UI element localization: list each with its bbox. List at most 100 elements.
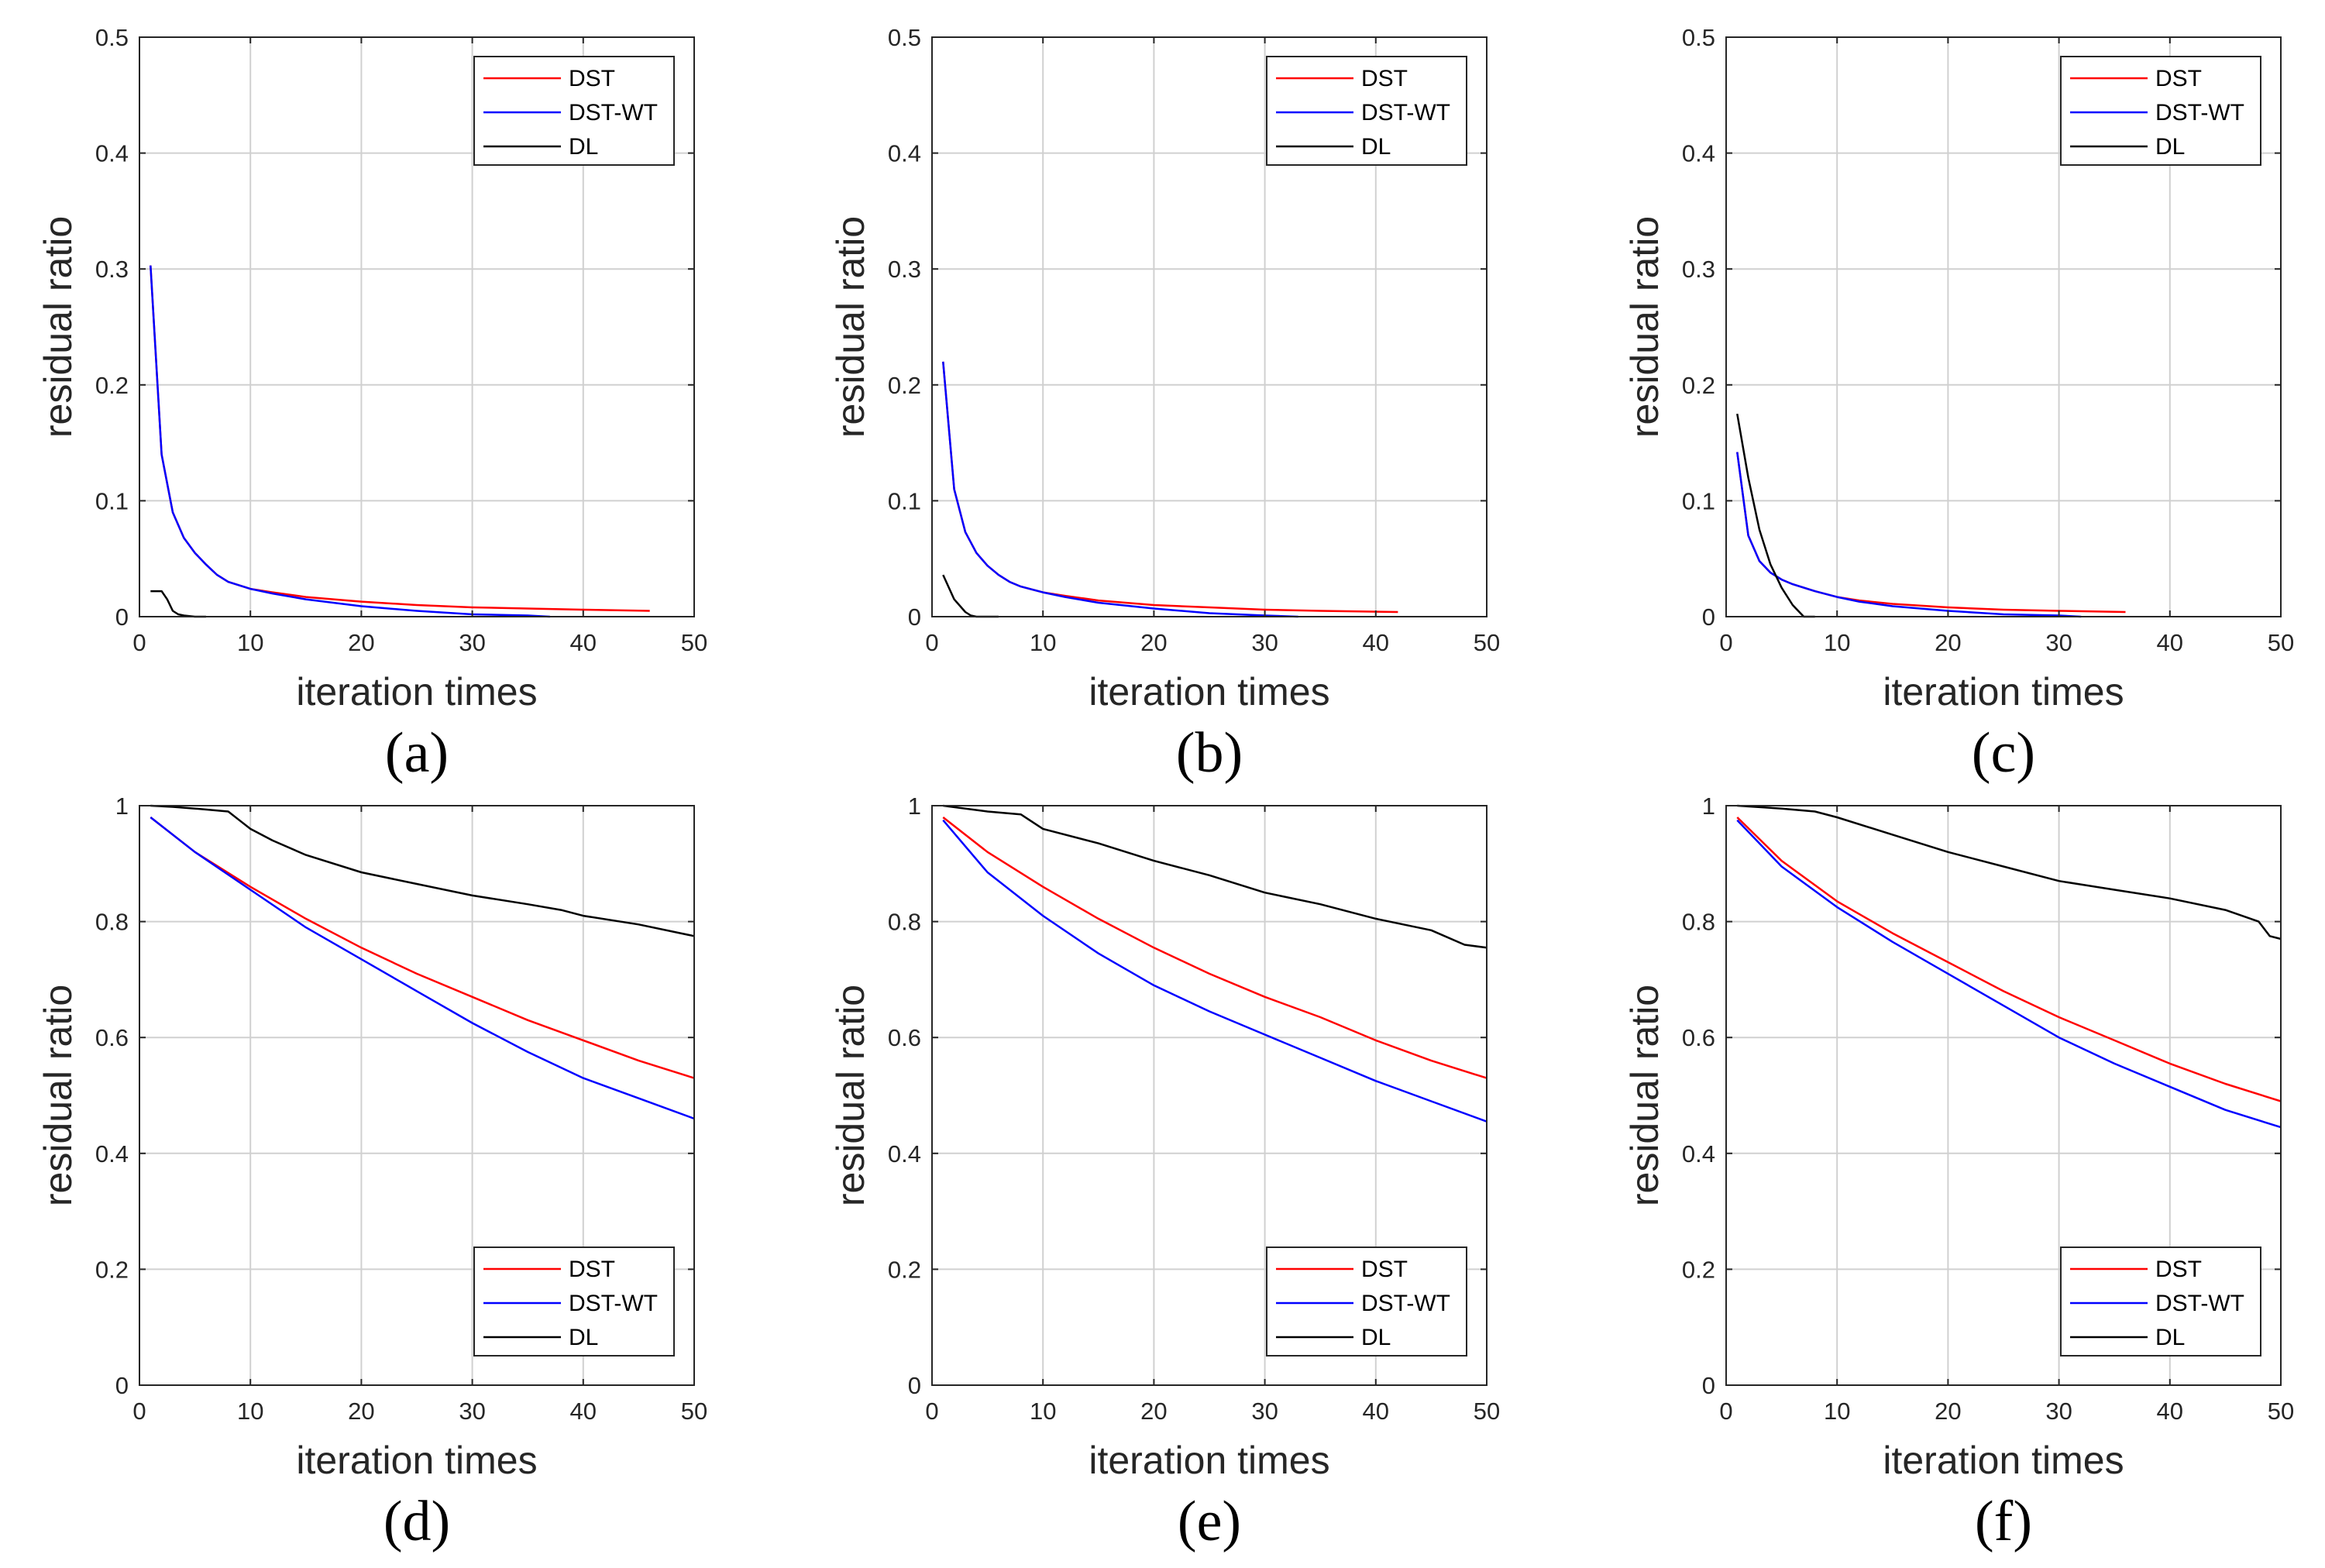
- series-line-dst-wt: [150, 265, 550, 618]
- y-axis-label: residual ratio: [829, 216, 872, 438]
- series-line-dst-wt: [1736, 819, 2282, 1129]
- x-tick-label: 10: [1824, 629, 1850, 656]
- x-tick-label: 30: [1251, 1398, 1278, 1425]
- series-line-dl: [150, 804, 695, 937]
- panel-caption: (b): [1176, 721, 1243, 785]
- panel-caption: (f): [1975, 1490, 2032, 1553]
- y-axis-label: residual ratio: [1623, 985, 1666, 1206]
- series-line-dst-wt: [942, 361, 1298, 618]
- y-tick-label: 0.1: [95, 487, 129, 514]
- x-tick-label: 0: [925, 1398, 938, 1425]
- legend: DST DST-WT DL: [1266, 1246, 1467, 1357]
- legend-label: DST-WT: [1361, 100, 1450, 126]
- chart-panel-a: 0 10 20 30 40 50 0 0.1 0.2 0.3 0.4 0.5 iteration tim…: [36, 24, 707, 785]
- x-tick-label: 20: [348, 1398, 374, 1425]
- panel-caption: (d): [383, 1490, 450, 1553]
- x-tick-label: 0: [1719, 629, 1732, 656]
- x-axis-label: iteration times: [1089, 670, 1329, 714]
- x-tick-label: 20: [1935, 629, 1961, 656]
- y-tick-label: 0.5: [888, 24, 921, 51]
- chart-panel-c: 0 10 20 30 40 50 0 0.1 0.2 0.3 0.4 0.5 iteration tim…: [1623, 24, 2294, 785]
- x-tick-label: 50: [1474, 1398, 1500, 1425]
- y-tick-label: 0.4: [95, 1140, 129, 1167]
- y-tick-label: 0: [1702, 1372, 1715, 1399]
- legend-label: DST: [569, 1257, 615, 1282]
- legend-label: DL: [569, 1325, 598, 1350]
- x-tick-label: 50: [1474, 629, 1500, 656]
- x-tick-label: 20: [1935, 1398, 1961, 1425]
- y-tick-label: 0: [1702, 603, 1715, 631]
- legend-label: DST-WT: [569, 1291, 658, 1316]
- x-tick-label: 40: [2157, 1398, 2183, 1425]
- y-tick-label: 1: [115, 793, 129, 820]
- x-tick-label: 30: [459, 629, 485, 656]
- legend-label: DST: [1361, 1257, 1408, 1282]
- axes-box: [139, 36, 695, 617]
- x-tick-label: 40: [1363, 629, 1389, 656]
- y-tick-label: 0.3: [1682, 256, 1715, 283]
- y-tick-label: 0: [908, 603, 921, 631]
- x-tick-label: 0: [1719, 1398, 1732, 1425]
- y-tick-label: 0.4: [95, 140, 129, 167]
- x-tick-label: 0: [925, 629, 938, 656]
- x-tick-label: 50: [681, 1398, 707, 1425]
- y-axis-label: residual ratio: [1623, 216, 1666, 438]
- series-line-dl: [1737, 804, 2282, 940]
- y-tick-label: 1: [1702, 793, 1715, 820]
- chart-panel-f: 0 10 20 30 40 50 0 0.2 0.4 0.6 0.8 1 iteration times…: [1623, 793, 2294, 1553]
- y-tick-label: 0.3: [888, 256, 921, 283]
- chart-panel-e: 0 10 20 30 40 50 0 0.2 0.4 0.6 0.8 1 iteration times…: [829, 793, 1500, 1553]
- axes-box: [931, 36, 1488, 617]
- y-tick-label: 0.1: [888, 487, 921, 514]
- y-axis-label: residual ratio: [36, 985, 80, 1206]
- legend-label: DST: [1361, 66, 1408, 91]
- x-axis-label: iteration times: [1089, 1439, 1329, 1482]
- series-line-dst: [1736, 817, 2282, 1102]
- legend-label: DST-WT: [1361, 1291, 1450, 1316]
- panel-caption: (c): [1972, 721, 2035, 785]
- y-tick-label: 0.2: [1682, 372, 1715, 399]
- y-tick-label: 0: [115, 603, 129, 631]
- series-line-dst: [150, 817, 695, 1079]
- y-tick-label: 0: [115, 1372, 129, 1399]
- series-line-dst-wt: [942, 819, 1488, 1123]
- y-axis-label: residual ratio: [36, 216, 80, 438]
- legend-label: DL: [569, 134, 598, 160]
- x-tick-label: 50: [2268, 629, 2294, 656]
- axes-box: [1725, 805, 2282, 1386]
- x-tick-label: 0: [132, 1398, 146, 1425]
- legend-label: DST-WT: [569, 100, 658, 126]
- y-tick-label: 0.2: [95, 372, 129, 399]
- x-axis-label: iteration times: [1883, 1439, 2124, 1482]
- legend-label: DL: [2155, 1325, 2185, 1350]
- x-axis-label: iteration times: [1883, 670, 2124, 714]
- legend: DST DST-WT DL: [473, 56, 675, 166]
- y-tick-label: 0.8: [888, 909, 921, 936]
- y-tick-label: 0.2: [1682, 1256, 1715, 1283]
- x-tick-label: 10: [1030, 1398, 1056, 1425]
- y-tick-label: 0.6: [1682, 1024, 1715, 1051]
- x-tick-label: 50: [681, 629, 707, 656]
- series-line-dl: [943, 804, 1488, 949]
- y-tick-label: 1: [908, 793, 921, 820]
- x-axis-label: iteration times: [296, 670, 537, 714]
- panel-caption: (e): [1178, 1490, 1241, 1553]
- legend-label: DL: [1361, 134, 1391, 160]
- series-line-dl: [1736, 413, 1815, 618]
- x-tick-label: 30: [459, 1398, 485, 1425]
- y-tick-label: 0.4: [888, 1140, 921, 1167]
- x-tick-label: 40: [570, 1398, 597, 1425]
- x-tick-label: 30: [1251, 629, 1278, 656]
- y-tick-label: 0.4: [888, 140, 921, 167]
- y-tick-label: 0.4: [1682, 1140, 1715, 1167]
- legend-label: DST: [2155, 66, 2202, 91]
- y-tick-label: 0.4: [1682, 140, 1715, 167]
- axes-box: [931, 805, 1488, 1386]
- y-tick-label: 0.5: [1682, 24, 1715, 51]
- legend-label: DST-WT: [2155, 1291, 2244, 1316]
- x-tick-label: 10: [1030, 629, 1056, 656]
- y-tick-label: 0.8: [1682, 909, 1715, 936]
- x-tick-label: 40: [2157, 629, 2183, 656]
